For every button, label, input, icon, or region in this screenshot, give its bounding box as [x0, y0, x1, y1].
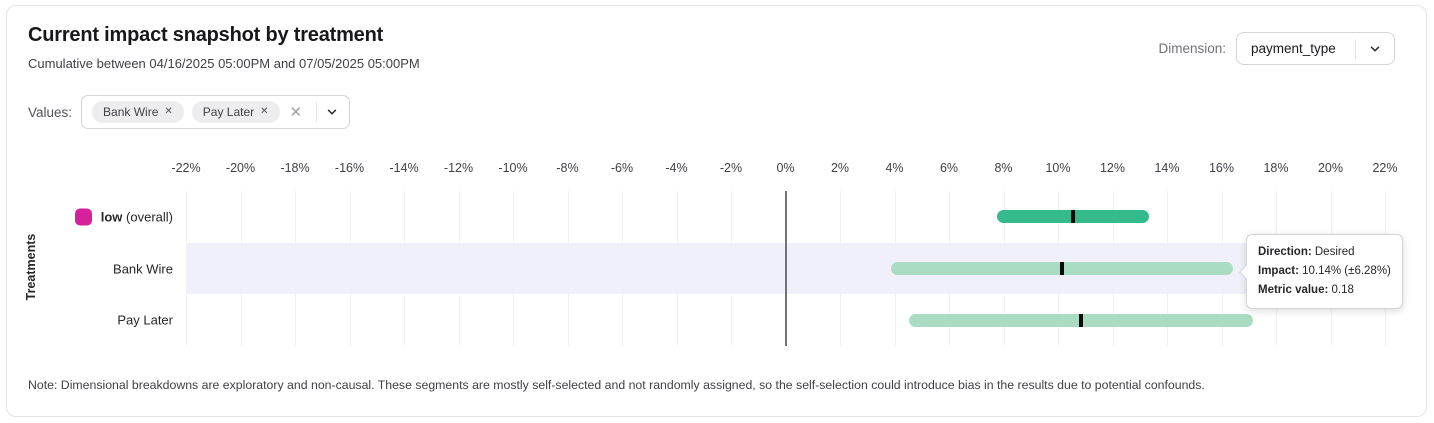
x-tick-label: -12%: [443, 161, 474, 175]
treatment-row-label: low (overall): [74, 208, 173, 226]
chart-tooltip: Direction: Desired Impact: 10.14% (±6.28…: [1238, 234, 1403, 309]
tooltip-direction: Direction: Desired: [1258, 246, 1355, 258]
x-axis-ticks: -22% -20% -18% -16% -14% -12% -10% -8% -6% -4% -2%…: [171, 161, 1397, 177]
page-title: Current impact snapshot by treatment: [28, 24, 384, 46]
x-tick-label: -4%: [665, 161, 688, 175]
x-tick-label: -6%: [610, 161, 634, 175]
tooltip-metric-value: Metric value: 0.18: [1258, 284, 1354, 296]
zero-baseline: [784, 191, 787, 346]
chevron-down-icon[interactable]: [325, 105, 339, 119]
select-divider: [316, 102, 317, 122]
impact-point-marker: [1070, 210, 1075, 224]
x-tick-label: 18%: [1263, 161, 1289, 175]
x-tick-label: 16%: [1208, 161, 1235, 175]
exploratory-note: Note: Dimensional breakdowns are explora…: [28, 378, 1205, 392]
chip-label: Pay Later: [202, 105, 255, 119]
x-tick-label: -8%: [556, 161, 579, 175]
x-tick-label: -10%: [498, 161, 528, 175]
row-labels: low (overall) Bank Wire Pay Later: [7, 191, 173, 346]
chart-plot-area: [186, 191, 1386, 346]
impact-point-marker: [1059, 262, 1064, 275]
x-tick-label: 10%: [1045, 161, 1071, 175]
x-tick-label: -14%: [389, 161, 419, 175]
dimension-selected-value: payment_type: [1251, 41, 1336, 56]
select-divider: [1355, 38, 1356, 59]
dimension-select[interactable]: payment_type: [1236, 32, 1395, 65]
x-tick-label: 22%: [1372, 161, 1398, 175]
value-chip-bank-wire[interactable]: Bank Wire ✕: [92, 101, 184, 123]
x-tick-label: 0%: [776, 161, 795, 175]
x-tick-label: 2%: [830, 161, 850, 175]
legend-swatch-icon: [74, 208, 92, 226]
x-tick-label: 6%: [939, 161, 959, 175]
value-chip-pay-later[interactable]: Pay Later ✕: [191, 101, 280, 123]
values-filter: Values: Bank Wire ✕ Pay Later ✕ ✕: [28, 95, 351, 129]
x-tick-label: -16%: [334, 161, 365, 175]
values-label: Values:: [28, 104, 73, 120]
x-tick-label: -22%: [171, 161, 201, 175]
tooltip-impact: Impact: 10.14% (±6.28%): [1258, 265, 1391, 277]
impact-snapshot-card: Current impact snapshot by treatment Cum…: [6, 5, 1427, 417]
x-tick-label: -18%: [280, 161, 310, 175]
treatment-row-label: Bank Wire: [113, 261, 173, 276]
treatment-row-label: Pay Later: [117, 312, 173, 328]
x-tick-label: 20%: [1317, 161, 1344, 175]
clear-all-icon[interactable]: ✕: [289, 103, 303, 121]
x-tick-label: -2%: [719, 161, 743, 175]
chip-label: Bank Wire: [103, 105, 159, 119]
impact-point-marker: [1079, 313, 1084, 327]
chevron-down-icon[interactable]: [1356, 42, 1394, 56]
dimension-control: Dimension: payment_type: [1158, 32, 1395, 65]
x-tick-label: 14%: [1154, 161, 1180, 175]
x-tick-label: -20%: [225, 161, 256, 175]
chip-remove-icon[interactable]: ✕: [164, 106, 173, 117]
x-tick-label: 8%: [994, 161, 1013, 175]
date-range-subtitle: Cumulative between 04/16/2025 05:00PM an…: [28, 56, 420, 71]
chip-remove-icon[interactable]: ✕: [260, 106, 269, 117]
values-multiselect[interactable]: Bank Wire ✕ Pay Later ✕ ✕: [81, 95, 351, 129]
x-tick-label: 12%: [1099, 161, 1126, 175]
dimension-label: Dimension:: [1158, 41, 1226, 56]
x-tick-label: 4%: [885, 161, 904, 175]
